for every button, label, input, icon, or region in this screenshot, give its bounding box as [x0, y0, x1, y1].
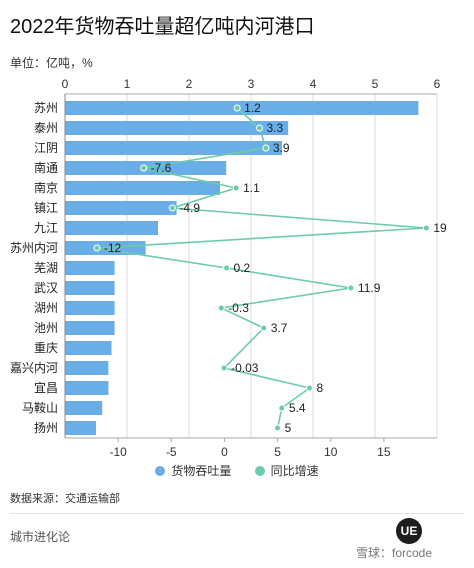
growth-data-label: 11.9	[358, 281, 381, 295]
top-tick-label: 1	[124, 77, 131, 91]
legend-item-volume: 货物吞吐量	[155, 462, 231, 479]
top-tick-label: 3	[248, 77, 255, 91]
growth-data-label: 1.1	[243, 181, 260, 195]
growth-data-label: 3.7	[271, 321, 288, 335]
top-tick-label: 6	[434, 77, 441, 91]
top-tick-label: 5	[372, 77, 379, 91]
category-label: 湖州	[34, 300, 58, 315]
category-label: 扬州	[34, 420, 58, 435]
growth-data-label: 0.2	[234, 261, 251, 275]
growth-line	[96, 107, 427, 429]
bar-12	[65, 341, 112, 355]
growth-point-13	[220, 364, 228, 372]
category-label: 南京	[34, 180, 58, 195]
growth-point-15	[278, 404, 286, 412]
category-label: 宜昌	[34, 380, 58, 395]
growth-point-14	[305, 384, 313, 392]
category-label: 重庆	[34, 341, 58, 355]
bottom-tick-label: -10	[109, 445, 127, 459]
growth-point-2	[262, 144, 270, 152]
brand-logo-icon: UE	[396, 518, 422, 544]
growth-data-label: 19	[433, 221, 447, 235]
growth-data-label: -4.9	[179, 201, 200, 215]
growth-point-8	[223, 264, 231, 272]
category-label: 池州	[34, 321, 58, 335]
category-label: 泰州	[34, 121, 58, 135]
category-label: 九江	[34, 221, 58, 235]
legend-item-growth: 同比增速	[254, 462, 319, 479]
growth-data-label: 3.3	[267, 121, 284, 135]
bar-0	[65, 101, 419, 115]
legend-dot-volume	[155, 465, 166, 476]
category-label: 武汉	[34, 281, 58, 295]
category-label: 江阴	[34, 141, 58, 155]
bottom-tick-label: -5	[166, 445, 177, 459]
top-tick-label: 2	[186, 77, 193, 91]
category-label: 苏州内河	[10, 241, 58, 255]
footer-brand: 城市进化论	[10, 530, 71, 544]
bar-14	[65, 381, 109, 395]
bar-15	[65, 401, 103, 415]
data-source: 数据来源：交通运输部	[10, 493, 120, 505]
growth-point-10	[217, 304, 225, 312]
bar-10	[65, 301, 115, 315]
growth-point-7	[93, 244, 101, 252]
growth-point-11	[260, 324, 268, 332]
legend: 货物吞吐量 同比增速	[0, 462, 474, 479]
category-label: 马鞍山	[22, 400, 58, 415]
legend-dot-growth	[254, 465, 265, 476]
bottom-tick-label: 0	[221, 445, 228, 459]
bar-13	[65, 361, 109, 375]
bar-11	[65, 321, 115, 335]
growth-point-3	[140, 164, 148, 172]
category-label: 镇江	[34, 201, 58, 215]
growth-data-label: -0.3	[228, 301, 249, 315]
chart-title: 2022年货物吞吐量超亿吨内河港口	[10, 16, 315, 38]
growth-data-label: 1.2	[244, 101, 261, 115]
growth-data-label: 8	[316, 381, 323, 395]
bottom-tick-label: 15	[377, 445, 391, 459]
growth-point-5	[168, 204, 176, 212]
growth-data-label: -7.6	[151, 161, 172, 175]
growth-point-6	[422, 224, 430, 232]
bar-8	[65, 261, 115, 275]
growth-point-9	[347, 284, 355, 292]
top-tick-label: 4	[310, 77, 317, 91]
bar-5	[65, 201, 177, 215]
growth-data-label: 5	[285, 421, 292, 435]
category-label: 苏州	[34, 101, 58, 115]
footer-credit: 雪球：forcode	[356, 546, 433, 560]
top-tick-label: 0	[62, 77, 69, 91]
bottom-tick-label: 10	[324, 445, 338, 459]
growth-point-4	[232, 184, 240, 192]
bar-9	[65, 281, 115, 295]
bar-16	[65, 421, 96, 435]
legend-label-volume: 货物吞吐量	[171, 464, 232, 478]
growth-data-label: 3.9	[273, 141, 290, 155]
footer-divider	[10, 513, 464, 514]
growth-point-0	[233, 104, 241, 112]
bottom-tick-label: 5	[274, 445, 281, 459]
category-label: 嘉兴内河	[10, 361, 58, 375]
growth-data-label: -12	[104, 241, 122, 255]
bar-1	[65, 121, 289, 135]
legend-label-growth: 同比增速	[270, 464, 319, 478]
growth-data-label: -0.03	[231, 361, 259, 375]
growth-data-label: 5.4	[289, 401, 306, 415]
growth-point-16	[274, 424, 282, 432]
category-label: 南通	[34, 160, 58, 175]
category-label: 芜湖	[34, 260, 58, 275]
unit-label: 单位：亿吨，%	[10, 56, 93, 70]
bar-6	[65, 221, 158, 235]
growth-point-1	[256, 124, 264, 132]
bar-4	[65, 181, 220, 195]
bar-2	[65, 141, 282, 155]
